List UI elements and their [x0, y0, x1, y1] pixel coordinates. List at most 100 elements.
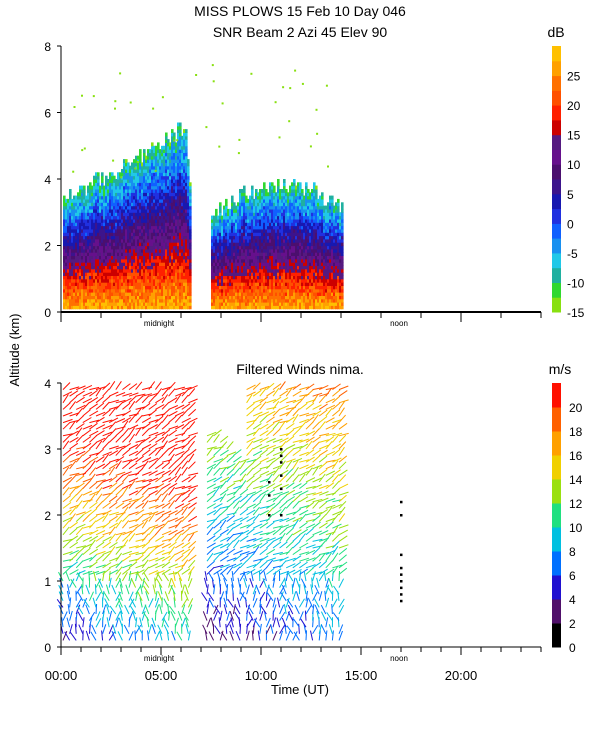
snr-cell — [217, 262, 220, 266]
snr-cell — [307, 292, 310, 296]
snr-cell — [289, 248, 292, 253]
snr-cell — [159, 298, 162, 303]
snr-cell — [125, 272, 128, 276]
snr-cell — [243, 255, 246, 260]
snr-cell — [167, 155, 170, 160]
snr-cell — [175, 298, 178, 303]
snr-cell — [157, 232, 160, 237]
snr-cell — [185, 222, 188, 227]
snr-cell — [297, 275, 300, 280]
snr-cell — [177, 262, 180, 266]
snr-cell — [303, 258, 306, 263]
snr-cell — [155, 222, 158, 227]
snr-cell — [273, 198, 276, 203]
snr-cell — [81, 275, 84, 280]
snr-cell — [217, 242, 220, 247]
snr-cell — [179, 288, 182, 293]
snr-cell — [211, 272, 214, 276]
snr-cell — [141, 238, 144, 243]
snr-cell — [237, 245, 240, 250]
snr-cell — [333, 228, 336, 233]
snr-cell — [299, 252, 302, 256]
snr-cell — [179, 255, 182, 260]
snr-cell — [309, 295, 312, 300]
snr-cell — [267, 215, 270, 220]
snr-cell — [273, 235, 276, 240]
snr-cell — [285, 245, 288, 250]
snr-cell — [337, 242, 340, 247]
snr-cell — [123, 185, 126, 190]
snr-cell — [305, 222, 308, 227]
snr-cell — [181, 298, 184, 303]
snr-cell — [63, 298, 66, 303]
snr-cell — [139, 175, 142, 180]
snr-cell — [149, 232, 152, 237]
snr-cell — [333, 288, 336, 293]
snr-cell — [233, 242, 236, 247]
snr-cell — [275, 222, 278, 227]
snr-cell — [233, 292, 236, 296]
snr-cell — [309, 282, 312, 286]
snr-cell — [273, 195, 276, 200]
snr-cell — [69, 268, 72, 273]
snr-cell — [89, 298, 92, 303]
snr-cell — [97, 192, 100, 197]
snr-cell — [147, 185, 150, 190]
snr-cell — [333, 295, 336, 300]
snr-cell — [327, 268, 330, 273]
snr-cell — [303, 232, 306, 237]
snr-cell — [89, 222, 92, 227]
snr-cell — [75, 235, 78, 240]
snr-cell — [251, 215, 254, 220]
snr-cell — [163, 298, 166, 303]
snr-cell — [143, 265, 146, 270]
snr-cell — [127, 208, 130, 213]
snr-cell — [141, 182, 144, 187]
snr-cell — [111, 202, 114, 207]
snr-cell — [251, 205, 254, 210]
snr-cell — [137, 232, 140, 237]
snr-cell — [167, 222, 170, 227]
snr-cell — [279, 245, 282, 250]
snr-cell — [143, 155, 146, 160]
snr-cell — [249, 195, 252, 200]
snr-cell — [267, 265, 270, 270]
snr-cell — [229, 255, 232, 260]
snr-cell — [157, 172, 160, 177]
snr-cell — [299, 218, 302, 223]
snr-cell — [183, 265, 186, 270]
snr-cell — [65, 302, 68, 306]
snr-cell — [139, 282, 142, 286]
snr-cell — [127, 238, 130, 243]
snr-cell — [271, 218, 274, 223]
snr-cell — [281, 245, 284, 250]
snr-cell — [95, 202, 98, 207]
snr-cell — [185, 248, 188, 253]
snr-cell — [301, 262, 304, 266]
snr-cell — [121, 262, 124, 266]
snr-cell — [241, 208, 244, 213]
snr-cell — [79, 232, 82, 237]
snr-cell — [77, 302, 80, 306]
snr-cell — [181, 205, 184, 210]
snr-cell — [269, 282, 272, 286]
snr-cell — [283, 189, 286, 193]
snr-cell — [73, 252, 76, 256]
snr-cell — [185, 142, 188, 147]
snr-cell — [227, 208, 230, 213]
snr-cell — [153, 292, 156, 296]
snr-cell — [277, 198, 280, 203]
snr-cell — [215, 232, 218, 237]
snr-cell — [129, 232, 132, 237]
snr-cell — [159, 152, 162, 157]
snr-cell — [239, 228, 242, 233]
snr-cell — [173, 208, 176, 213]
snr-cell — [165, 162, 168, 167]
snr-cell — [187, 232, 190, 237]
snr-cell — [163, 238, 166, 243]
snr-cell — [283, 298, 286, 303]
snr-cell — [171, 142, 174, 147]
snr-cell — [113, 185, 116, 190]
snr-cell — [227, 272, 230, 276]
snr-cell — [297, 228, 300, 233]
